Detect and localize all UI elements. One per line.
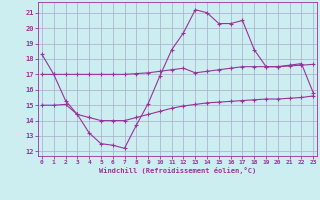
X-axis label: Windchill (Refroidissement éolien,°C): Windchill (Refroidissement éolien,°C) [99,167,256,174]
